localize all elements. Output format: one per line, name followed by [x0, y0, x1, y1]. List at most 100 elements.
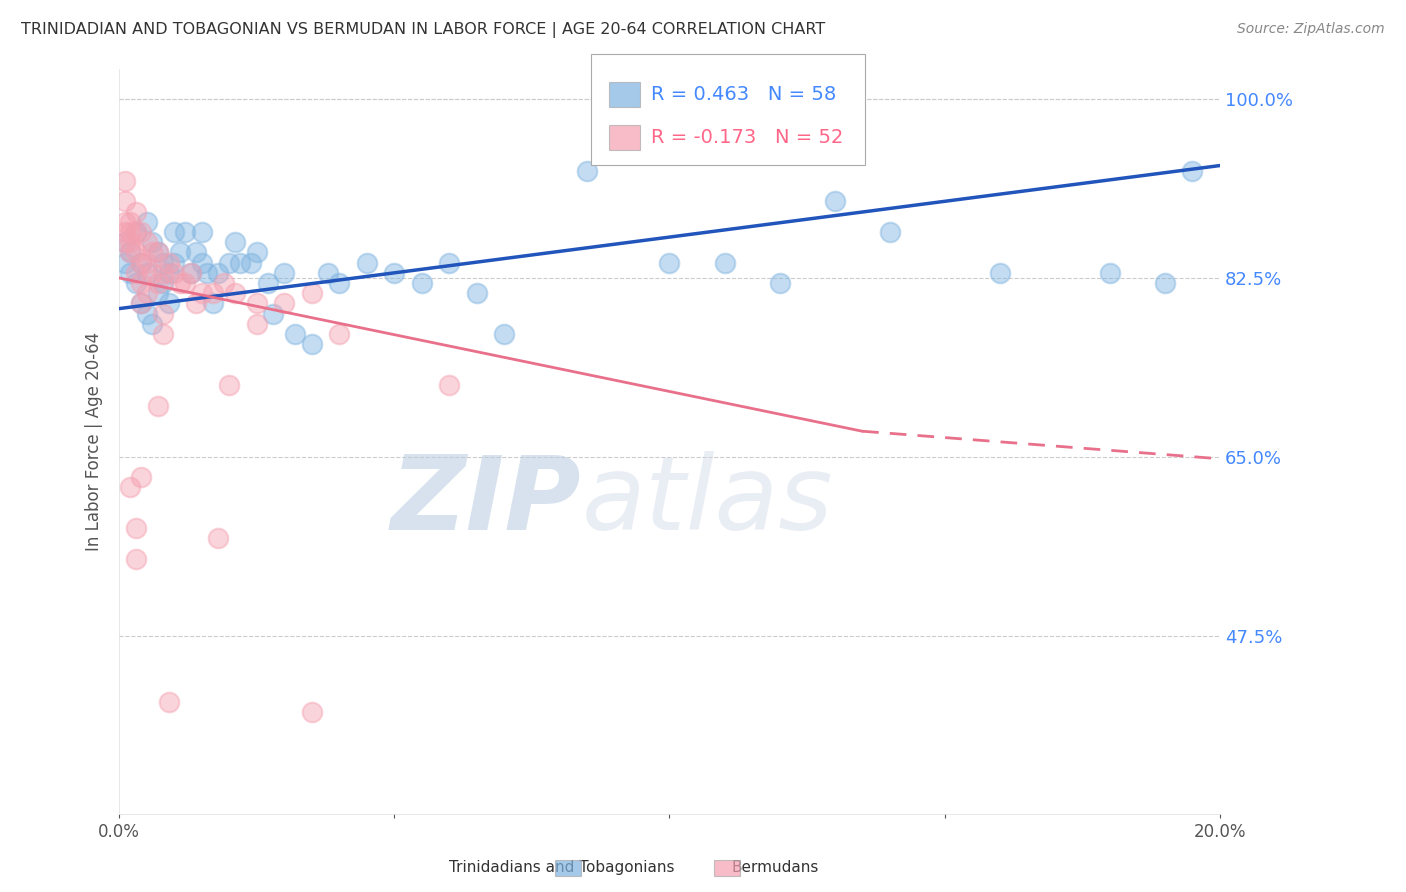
Point — [195, 266, 218, 280]
Y-axis label: In Labor Force | Age 20-64: In Labor Force | Age 20-64 — [86, 332, 103, 551]
Point — [146, 286, 169, 301]
Point — [256, 276, 278, 290]
Point — [988, 266, 1011, 280]
Point — [135, 286, 157, 301]
Point — [152, 307, 174, 321]
Point — [356, 255, 378, 269]
Text: R = 0.463   N = 58: R = 0.463 N = 58 — [651, 85, 837, 104]
Point — [284, 327, 307, 342]
Point — [273, 266, 295, 280]
Point — [879, 225, 901, 239]
Point — [201, 286, 224, 301]
Point — [120, 480, 142, 494]
Point — [318, 266, 340, 280]
Point — [224, 286, 246, 301]
Point — [658, 255, 681, 269]
Point — [301, 286, 323, 301]
Point — [114, 255, 136, 269]
Point — [146, 245, 169, 260]
Point — [141, 235, 163, 250]
Point — [114, 235, 136, 250]
Point — [186, 245, 208, 260]
Point — [328, 276, 350, 290]
Point — [125, 225, 148, 239]
Point — [494, 327, 516, 342]
Point — [824, 194, 846, 209]
Point — [163, 225, 186, 239]
Point — [191, 225, 214, 239]
Point — [129, 276, 152, 290]
Point — [157, 266, 180, 280]
Point — [240, 255, 263, 269]
Point — [384, 266, 406, 280]
Point — [207, 266, 229, 280]
Point — [180, 266, 202, 280]
Point — [163, 255, 186, 269]
Point — [273, 296, 295, 310]
Point — [229, 255, 252, 269]
Point — [465, 286, 488, 301]
Point — [120, 245, 142, 260]
Point — [212, 276, 235, 290]
Text: ZIP: ZIP — [391, 450, 582, 551]
Point — [575, 163, 598, 178]
Point — [135, 255, 157, 269]
Text: TRINIDADIAN AND TOBAGONIAN VS BERMUDAN IN LABOR FORCE | AGE 20-64 CORRELATION CH: TRINIDADIAN AND TOBAGONIAN VS BERMUDAN I… — [21, 22, 825, 38]
Point — [152, 327, 174, 342]
Point — [207, 532, 229, 546]
Point — [328, 327, 350, 342]
Point — [146, 399, 169, 413]
Point — [246, 317, 269, 331]
Point — [114, 215, 136, 229]
Text: Source: ZipAtlas.com: Source: ZipAtlas.com — [1237, 22, 1385, 37]
Point — [125, 266, 148, 280]
Point — [218, 255, 240, 269]
Point — [1098, 266, 1121, 280]
Point — [411, 276, 433, 290]
Point — [246, 245, 269, 260]
Point — [129, 296, 152, 310]
Point — [120, 245, 142, 260]
Point — [135, 307, 157, 321]
Point — [125, 276, 148, 290]
Point — [141, 317, 163, 331]
Point — [114, 225, 136, 239]
Point — [125, 245, 148, 260]
Point — [125, 225, 148, 239]
Point — [146, 245, 169, 260]
Point — [129, 255, 152, 269]
Point — [713, 255, 735, 269]
Point — [129, 296, 152, 310]
Point — [169, 276, 191, 290]
Point — [135, 215, 157, 229]
Point — [125, 204, 148, 219]
Point — [152, 255, 174, 269]
Point — [169, 245, 191, 260]
Text: Bermudans: Bermudans — [731, 860, 818, 874]
Point — [129, 255, 152, 269]
Point — [120, 215, 142, 229]
Point — [180, 266, 202, 280]
Point — [120, 235, 142, 250]
Point — [768, 276, 790, 290]
Point — [1153, 276, 1175, 290]
Point — [152, 276, 174, 290]
Point — [129, 225, 152, 239]
Point — [191, 286, 214, 301]
Point — [141, 245, 163, 260]
Point — [125, 521, 148, 535]
Point — [129, 470, 152, 484]
Point — [157, 255, 180, 269]
Point — [301, 337, 323, 351]
Text: atlas: atlas — [582, 451, 832, 551]
Point — [218, 378, 240, 392]
Point — [114, 194, 136, 209]
Point — [135, 266, 157, 280]
Point — [174, 225, 197, 239]
Point — [262, 307, 284, 321]
Point — [301, 705, 323, 719]
Point — [186, 296, 208, 310]
Point — [135, 235, 157, 250]
Text: R = -0.173   N = 52: R = -0.173 N = 52 — [651, 128, 844, 147]
Point — [174, 276, 197, 290]
